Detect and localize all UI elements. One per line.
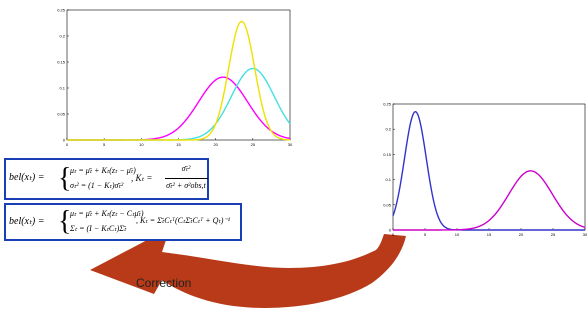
right-plot-x-tick-label: 25: [551, 232, 556, 237]
left-plot-frame: [66, 9, 291, 141]
right-plot-y-tick-label: 0: [389, 228, 392, 233]
left-plot-y-tick-label: 0.25: [57, 8, 66, 13]
left-plot-x-tick-label: 30: [288, 142, 293, 147]
left-plot-x-tick-label: 15: [176, 142, 181, 147]
gain-denominator: σ̄ₜ² + σ²obs,t: [166, 181, 206, 190]
gain-formula: , Kₜ = Σ̄ₜCₜᵀ(CₜΣ̄ₜCₜᵀ + Qₜ)⁻¹: [136, 216, 231, 225]
right-plot-y-tick-label: 0.2: [385, 127, 391, 132]
left-plot-y-tick-label: 0.1: [59, 86, 65, 91]
right-plot-x-tick-label: 5: [424, 232, 427, 237]
correction-label: Correction: [136, 276, 192, 290]
right-plot-x-tick-label: 10: [455, 232, 460, 237]
left-plot-y-tick-label: 0: [63, 138, 66, 143]
mean-update-2: μₜ = μ̄ₜ + Kₜ(zₜ − Cₜμ̄ₜ): [70, 209, 144, 218]
plot-left: 0 5 10 15 20 25 30 0 0.05 0.1 0.15 0.2 0.25: [57, 8, 293, 148]
left-plot-x-tick-label: 25: [251, 142, 256, 147]
left-plot-series-3-line: [67, 20, 291, 141]
gain-numerator: σ̄ₜ²: [181, 164, 191, 173]
plot-right: 0 5 10 15 20 25 30 0 0.05 0.1 0.15 0.2 0.25: [383, 102, 588, 238]
gain-fraction-bar: [165, 178, 208, 179]
right-plot-x-tick-label: 0: [392, 232, 395, 237]
left-plot-y-tick-label: 0.05: [57, 112, 66, 117]
covariance-update: Σₜ = (I − KₜCₜ)Σ̄ₜ: [70, 224, 127, 233]
gain-label: , Kₜ =: [131, 173, 153, 183]
right-plot-y-tick-label: 0.15: [383, 152, 392, 157]
correction-arrow: [90, 228, 406, 308]
right-plot-x-tick-label: 15: [487, 232, 492, 237]
left-plot-x-tick-label: 10: [139, 142, 144, 147]
right-plot-y-tick-label: 0.05: [383, 202, 392, 207]
right-plot-y-tick-label: 0.1: [385, 177, 391, 182]
right-plot-series-2-line: [393, 170, 586, 231]
mean-update: μₜ = μ̄ₜ + Kₜ(zₜ − μ̄ₜ): [70, 166, 136, 175]
right-plot-series-1-line: [392, 110, 585, 231]
variance-update: σₜ² = (1 − Kₜ)σ̄ₜ²: [70, 181, 124, 190]
right-plot-x-tick-label: 20: [519, 232, 524, 237]
left-plot-y-tick-label: 0.15: [57, 60, 66, 65]
left-plot-x-tick-label: 0: [66, 142, 69, 147]
kalman-equation-box: bel(xₜ) = { μₜ = μ̄ₜ + Kₜ(zₜ − μ̄ₜ) σₜ² …: [4, 158, 209, 200]
left-brace: {: [58, 163, 72, 194]
belief-label-2: bel(xₜ) =: [9, 216, 45, 227]
left-plot-x-tick-label: 5: [103, 142, 106, 147]
right-plot-x-tick-label: 30: [583, 232, 588, 237]
left-brace-2: {: [58, 206, 72, 237]
belief-label: bel(xₜ) =: [9, 172, 45, 183]
left-plot-y-tick-label: 0.2: [59, 34, 65, 39]
right-plot-y-tick-label: 0.25: [383, 102, 392, 107]
right-plot-frame: [392, 103, 586, 231]
left-plot-x-tick-label: 20: [213, 142, 218, 147]
general-equation-box: bel(xₜ) = { μₜ = μ̄ₜ + Kₜ(zₜ − Cₜμ̄ₜ) Σₜ…: [4, 203, 242, 241]
